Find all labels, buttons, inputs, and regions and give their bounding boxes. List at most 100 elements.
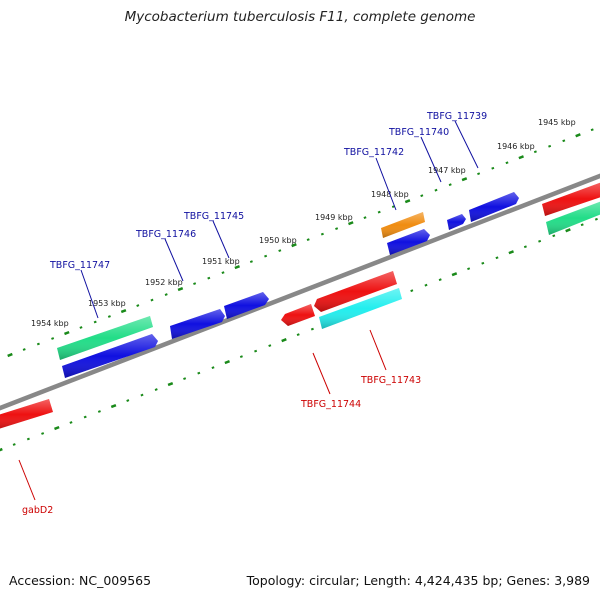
scale-tick [239, 355, 243, 358]
scale-tick [377, 210, 381, 214]
scale-tick [467, 267, 471, 271]
scale-tick [167, 382, 174, 387]
scale-tick [136, 304, 140, 307]
accession-label: Accession: NC_009565 [9, 573, 152, 588]
scale-tick [150, 298, 154, 302]
gene-label-TBFG_11745[interactable]: TBFG_11745 [183, 211, 244, 222]
scale-tick [22, 348, 26, 351]
scale-tick [126, 399, 130, 402]
scale-tick [424, 283, 428, 287]
scale-tick [461, 177, 468, 182]
scale-tick [518, 155, 524, 160]
scale-label-1946: 1946 kbp [497, 142, 535, 151]
scale-tick [221, 271, 225, 274]
scale-tick [79, 326, 83, 329]
gene-label-TBFG_11743[interactable]: TBFG_11743 [360, 375, 421, 386]
topology-summary: Topology: circular; Length: 4,424,435 bp… [246, 573, 590, 588]
scale-tick [533, 150, 537, 154]
scale-tick [495, 256, 499, 260]
scale-tick [207, 276, 211, 280]
gene-label-TBFG_11746[interactable]: TBFG_11746 [135, 229, 196, 240]
scale-tick [197, 371, 201, 375]
scale-tick [64, 330, 70, 336]
gene-labels: TBFG_11739 TBFG_11740 TBFG_11742 TBFG_11… [22, 111, 487, 516]
scale-tick [548, 144, 552, 148]
scale-tick [296, 333, 300, 337]
scale-tick [110, 403, 117, 409]
scale-tick [552, 234, 556, 238]
scale-label-1949: 1949 kbp [315, 213, 353, 222]
scale-tick [183, 377, 187, 380]
gene-label-gabD2[interactable]: gabD2 [22, 505, 53, 516]
scale-tick [177, 287, 184, 292]
forward-features [57, 182, 600, 378]
scale-tick [562, 139, 566, 143]
scale-tick [477, 172, 481, 176]
scale-label-1954: 1954 kbp [31, 319, 69, 328]
scale-tick [7, 352, 13, 358]
scale-tick [481, 261, 485, 265]
scale-tick [320, 232, 324, 236]
scale-tick [249, 260, 253, 263]
scale-tick [224, 360, 230, 365]
scale-tick [448, 183, 452, 187]
scale-label-1950: 1950 kbp [259, 236, 297, 245]
scale-tick [254, 349, 258, 353]
scale-tick [83, 415, 87, 419]
scale-tick [306, 238, 310, 242]
scale-tick [26, 437, 30, 441]
scale-tick [278, 249, 282, 253]
scale-labels: 1945 kbp 1946 kbp 1947 kbp 1948 kbp 1949… [31, 118, 576, 328]
scale-tick [211, 366, 215, 369]
gene-label-TBFG_11740[interactable]: TBFG_11740 [388, 127, 449, 138]
scale-tick [410, 289, 414, 293]
scale-tick [451, 272, 458, 277]
scale-tick [69, 421, 73, 424]
scale-tick [93, 320, 97, 324]
scale-tick [120, 308, 127, 314]
genome-backbone [0, 173, 600, 411]
scale-tick [0, 447, 3, 452]
scale-tick [420, 194, 424, 198]
gene-label-TBFG_11744[interactable]: TBFG_11744 [300, 399, 361, 410]
reverse-features [0, 271, 402, 429]
scale-label-1947: 1947 kbp [428, 166, 466, 175]
scale-tick [565, 228, 571, 233]
scale-tick [36, 342, 40, 346]
scale-tick [140, 393, 144, 397]
scale-tick [154, 388, 158, 391]
gene-label-TBFG_11747[interactable]: TBFG_11747 [49, 260, 110, 271]
scale-tick [107, 315, 111, 318]
scale-tick [234, 265, 240, 270]
scale-tick [264, 254, 268, 258]
label-leaders [18, 120, 479, 501]
scale-tick [575, 133, 581, 138]
gene-label-TBFG_11739[interactable]: TBFG_11739 [426, 111, 487, 122]
scale-tick [335, 227, 339, 231]
inner-scale-ticks [0, 217, 598, 452]
scale-tick [281, 338, 287, 343]
scale-tick [363, 216, 367, 220]
scale-tick [310, 327, 314, 331]
scale-tick [51, 337, 55, 340]
scale-tick [97, 410, 101, 413]
scale-tick [523, 245, 527, 249]
scale-tick [508, 250, 514, 255]
gene-label-TBFG_11742[interactable]: TBFG_11742 [343, 147, 404, 158]
scale-tick [505, 161, 509, 165]
scale-tick [491, 166, 495, 170]
scale-tick [580, 223, 584, 227]
scale-tick [164, 293, 168, 296]
scale-tick [538, 239, 542, 243]
scale-label-1953: 1953 kbp [88, 299, 126, 308]
outer-scale-ticks [7, 128, 594, 358]
scale-tick [590, 128, 594, 132]
scale-tick [12, 443, 16, 446]
scale-label-1951: 1951 kbp [202, 257, 240, 266]
scale-tick [54, 425, 60, 431]
scale-tick [291, 243, 297, 248]
scale-label-1952: 1952 kbp [145, 278, 183, 287]
scale-tick [594, 217, 598, 221]
